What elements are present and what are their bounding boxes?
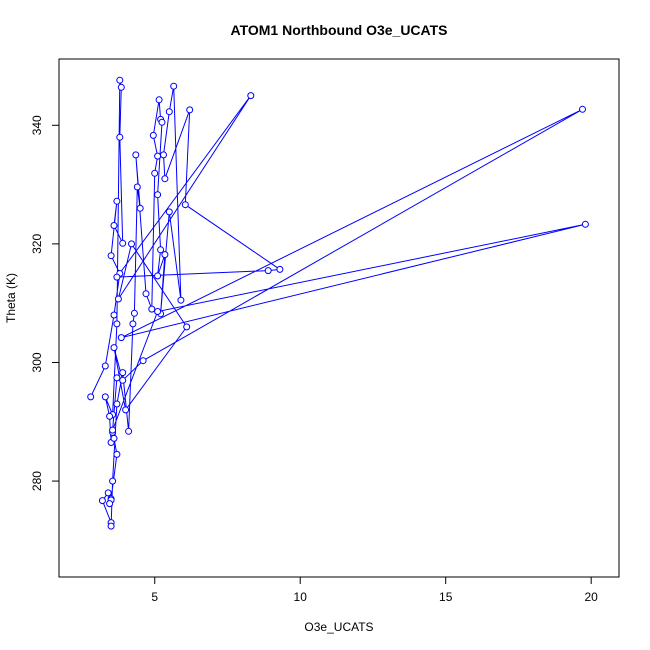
x-tick-label: 10 <box>294 590 308 604</box>
data-point <box>142 290 150 298</box>
data-point <box>148 305 156 313</box>
data-point <box>106 500 114 508</box>
data-point <box>133 183 141 191</box>
data-point <box>87 393 95 401</box>
data-point <box>161 175 169 183</box>
data-point <box>113 450 121 458</box>
data-point <box>157 246 165 254</box>
data-point <box>247 92 255 100</box>
data-point <box>170 82 178 90</box>
data-point <box>154 308 162 315</box>
data-point <box>119 369 127 377</box>
data-point <box>136 204 144 212</box>
chart-title: ATOM1 Northbound O3e_UCATS <box>231 22 448 38</box>
x-axis-label: O3e_UCATS <box>304 620 373 634</box>
data-point <box>177 296 185 304</box>
data-point <box>98 497 106 505</box>
data-point <box>155 96 163 104</box>
data-point <box>139 357 147 365</box>
y-tick-label: 340 <box>30 115 44 135</box>
data-point <box>116 76 124 84</box>
y-tick-label: 280 <box>30 471 44 491</box>
data-point <box>161 251 169 259</box>
data-point <box>104 489 112 497</box>
series-layer <box>87 76 589 530</box>
data-point <box>110 434 118 442</box>
data-point <box>113 374 121 382</box>
x-axis: 5 10 15 20 <box>151 577 598 604</box>
data-point <box>122 406 130 414</box>
data-point <box>117 334 125 342</box>
data-point <box>186 106 194 114</box>
data-point <box>264 267 272 275</box>
data-point <box>119 239 127 247</box>
data-point <box>151 169 159 177</box>
data-point <box>107 252 115 260</box>
data-point <box>107 522 115 530</box>
data-point <box>130 309 138 317</box>
data-point <box>183 323 191 331</box>
data-point <box>117 83 125 91</box>
data-point <box>154 272 162 280</box>
data-point <box>276 265 284 273</box>
x-tick-label: 15 <box>439 590 453 604</box>
data-point <box>119 376 127 384</box>
data-point <box>125 427 133 435</box>
data-point <box>114 295 122 303</box>
data-point <box>579 105 586 113</box>
data-point <box>101 393 109 401</box>
data-point <box>165 108 173 116</box>
data-point <box>581 220 589 228</box>
y-tick-label: 320 <box>30 234 44 254</box>
series-line <box>90 80 586 527</box>
y-axis: 280 300 320 340 <box>30 115 59 491</box>
data-point <box>158 118 166 126</box>
data-point <box>113 320 121 328</box>
data-point <box>113 400 121 408</box>
data-point <box>109 426 117 434</box>
data-point <box>116 133 124 141</box>
data-point <box>109 477 117 485</box>
data-point <box>165 208 173 216</box>
data-point <box>154 152 162 160</box>
data-point <box>113 273 121 281</box>
data-point <box>113 197 121 205</box>
data-point <box>110 222 118 229</box>
y-tick-label: 300 <box>30 352 44 372</box>
data-point <box>149 131 157 139</box>
x-tick-label: 20 <box>585 590 599 604</box>
y-axis-label: Theta (K) <box>4 273 18 323</box>
data-point <box>181 201 189 209</box>
plot-frame <box>58 58 620 578</box>
data-point <box>101 362 109 370</box>
data-point <box>132 151 140 159</box>
data-point <box>129 320 137 328</box>
x-tick-label: 5 <box>151 590 158 604</box>
data-point <box>128 240 135 248</box>
data-point <box>154 191 162 199</box>
data-point <box>110 344 118 352</box>
data-point <box>160 151 167 159</box>
data-point <box>106 412 114 420</box>
data-point <box>110 311 118 319</box>
